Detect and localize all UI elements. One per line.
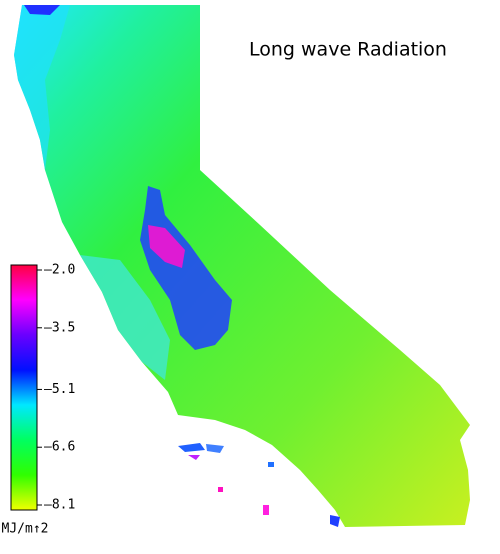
islands (178, 443, 340, 527)
tick-label: –5.1 (44, 382, 75, 397)
central-valley (140, 186, 232, 350)
land-region (14, 5, 470, 527)
coastal-zone (14, 5, 70, 170)
colorbar-ticks: –2.0 –3.5 –5.1 –6.6 –8.1 (37, 263, 75, 513)
map-title: Long wave Radiation (249, 39, 447, 61)
bay-zone (80, 255, 170, 380)
northwest-patch (24, 5, 60, 15)
colorbar (10, 264, 38, 511)
unit-label: MJ/m↑2 (2, 522, 49, 537)
tick-label: –2.0 (44, 263, 75, 278)
tick-label: –8.1 (44, 498, 75, 513)
valley-core (148, 225, 185, 268)
tick-label: –6.6 (44, 440, 75, 455)
tick-label: –3.5 (44, 320, 75, 335)
